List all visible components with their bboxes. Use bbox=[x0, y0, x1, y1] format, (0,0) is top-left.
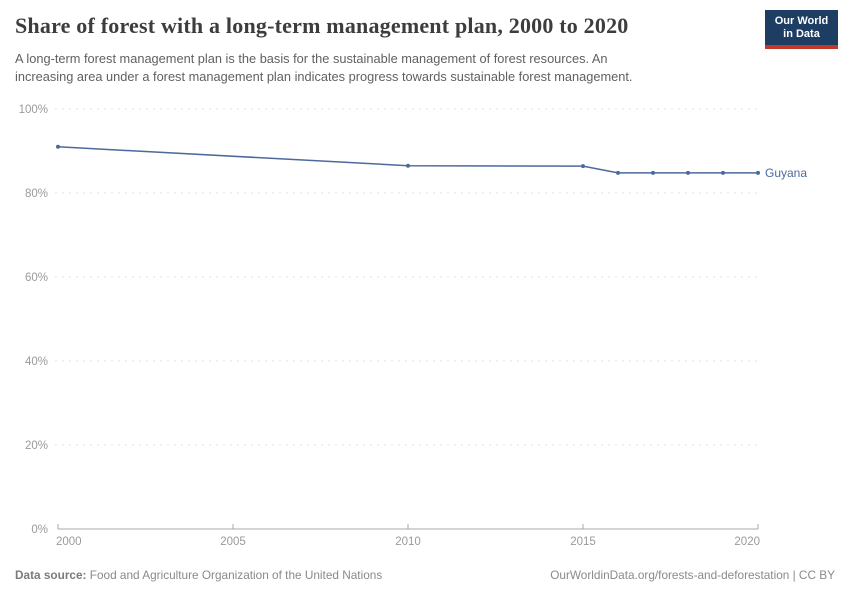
owid-credit-link[interactable]: OurWorldinData.org/forests-and-deforesta… bbox=[550, 568, 835, 582]
y-axis-label-0: 0% bbox=[31, 524, 48, 536]
data-point-guyana-2017[interactable] bbox=[651, 170, 655, 175]
x-axis-label-2000: 2000 bbox=[56, 536, 82, 548]
logo-line-2: in Data bbox=[783, 28, 820, 40]
y-axis-label-40: 40% bbox=[25, 356, 48, 368]
data-point-guyana-2010[interactable] bbox=[406, 163, 410, 168]
chart-subtitle: A long-term forest management plan is th… bbox=[15, 50, 755, 85]
x-axis-label-2010: 2010 bbox=[395, 536, 421, 548]
chart-title: Share of forest with a long-term managem… bbox=[15, 13, 629, 38]
y-axis-label-20: 20% bbox=[25, 440, 48, 452]
data-point-guyana-2015[interactable] bbox=[581, 164, 585, 169]
subtitle-line-2: increasing area under a forest managemen… bbox=[15, 68, 633, 84]
x-axis-label-2015: 2015 bbox=[570, 536, 596, 548]
y-axis-label-60: 60% bbox=[25, 272, 48, 284]
subtitle-line-1: A long-term forest management plan is th… bbox=[15, 51, 608, 66]
owid-logo[interactable]: Our World in Data bbox=[765, 10, 838, 49]
data-point-guyana-2000[interactable] bbox=[56, 144, 60, 149]
data-point-guyana-2018[interactable] bbox=[686, 170, 690, 175]
series-line-guyana bbox=[57, 146, 759, 174]
y-axis-label-100: 100% bbox=[19, 104, 48, 116]
x-axis-label-2005: 2005 bbox=[220, 536, 246, 548]
y-axis-label-80: 80% bbox=[25, 188, 48, 200]
data-point-guyana-2019[interactable] bbox=[721, 170, 725, 175]
data-source-value: Food and Agriculture Organization of the… bbox=[86, 568, 383, 582]
x-axis-label-2020: 2020 bbox=[734, 536, 760, 548]
data-point-guyana-2016[interactable] bbox=[616, 170, 620, 175]
data-source: Data source: Food and Agriculture Organi… bbox=[15, 568, 382, 582]
chart-footer: Data source: Food and Agriculture Organi… bbox=[15, 568, 835, 582]
logo-line-1: Our World bbox=[774, 15, 829, 27]
data-point-guyana-2020[interactable] bbox=[756, 170, 760, 175]
entity-label-guyana[interactable]: Guyana bbox=[765, 166, 807, 180]
data-source-label: Data source: bbox=[15, 568, 87, 582]
